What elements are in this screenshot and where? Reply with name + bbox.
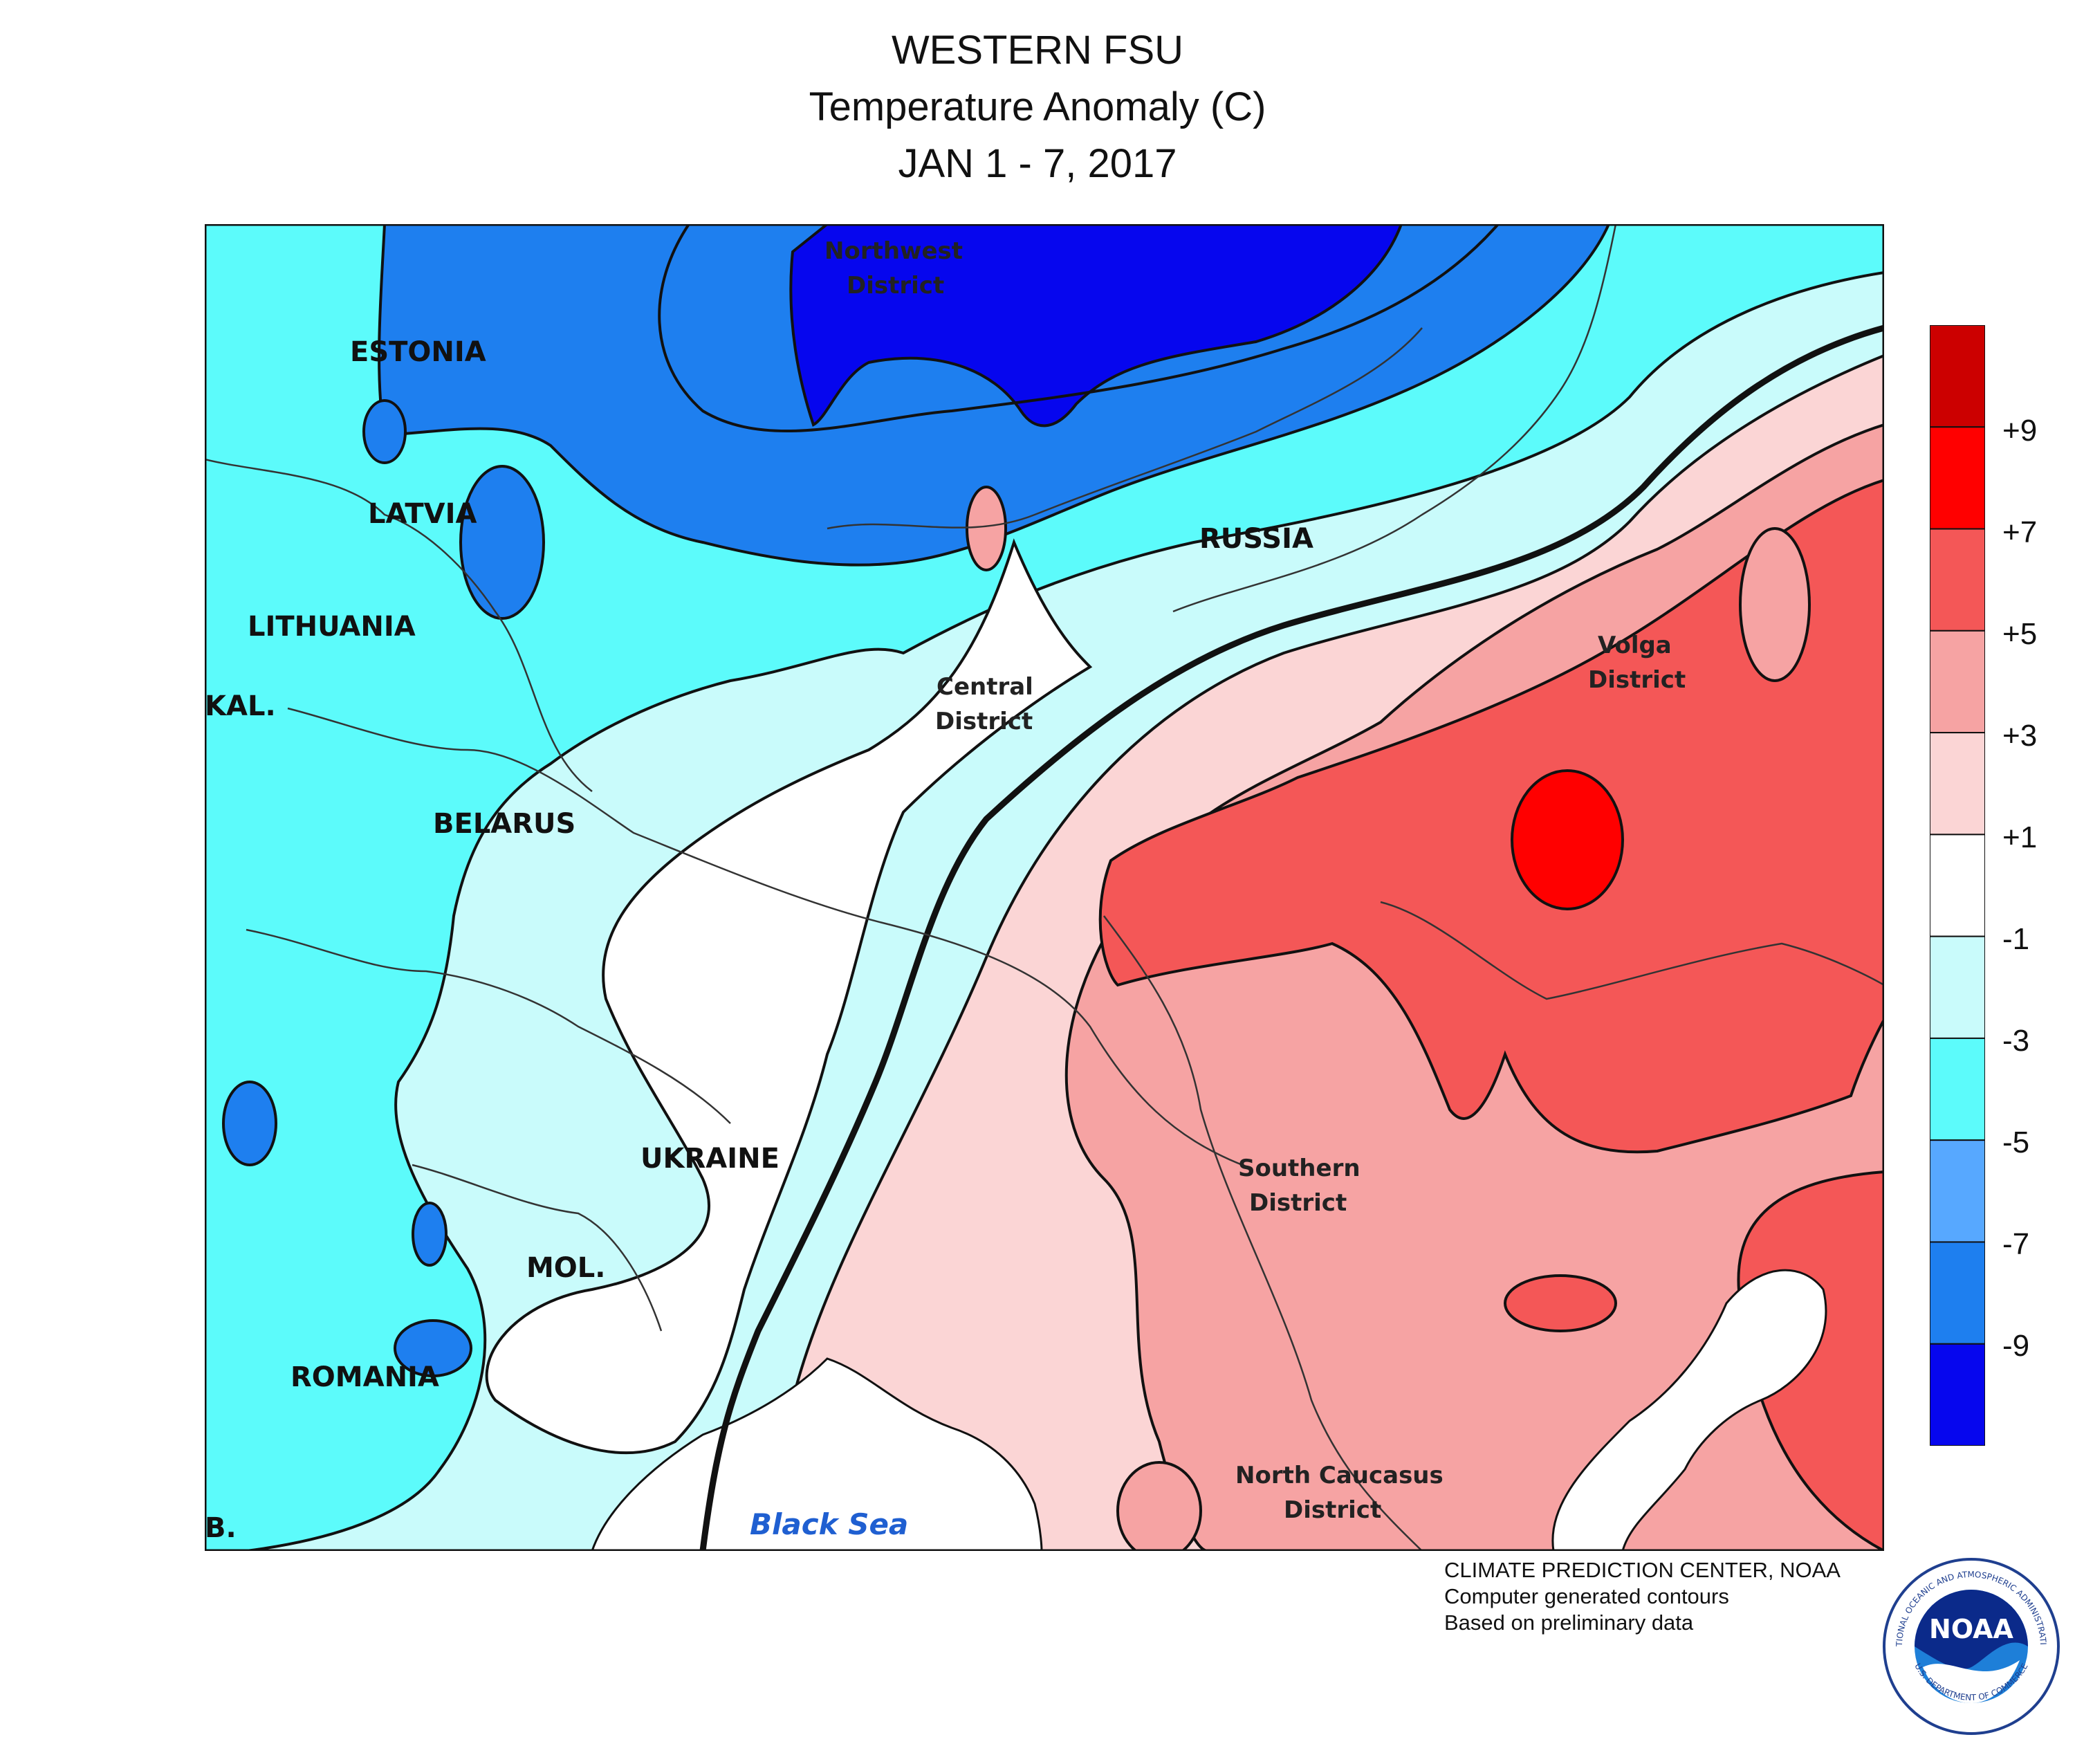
label-lithuania: LITHUANIA bbox=[248, 611, 416, 643]
legend-swatch bbox=[1930, 1241, 1985, 1345]
anomaly-band-minus1-plus1 bbox=[485, 538, 1093, 1455]
anomaly-blob-latvia bbox=[459, 465, 545, 620]
legend-tick-minus5: -5 bbox=[2002, 1126, 2030, 1159]
label-kaliningrad: KAL. bbox=[205, 690, 276, 722]
legend-swatch bbox=[1930, 630, 1985, 734]
legend-tick-plus7: +7 bbox=[2002, 515, 2038, 549]
credit-preliminary: Based on preliminary data bbox=[1444, 1610, 1694, 1635]
legend-tick-minus1: -1 bbox=[2002, 922, 2030, 956]
map-title: WESTERN FSU bbox=[891, 28, 1184, 73]
legend-swatch bbox=[1930, 732, 1985, 836]
legend-tick-plus9: +9 bbox=[2002, 414, 2038, 448]
legend-swatch bbox=[1930, 426, 1985, 530]
map-date-range: JAN 1 - 7, 2017 bbox=[898, 141, 1177, 186]
map-subtitle: Temperature Anomaly (C) bbox=[809, 84, 1266, 129]
noaa-logo-text: NOAA bbox=[1929, 1614, 2013, 1644]
legend-tick-plus5: +5 bbox=[2002, 617, 2038, 651]
anomaly-band-minus5-minus3 bbox=[205, 224, 1884, 1551]
label-bulgaria: B. bbox=[205, 1512, 237, 1544]
label-belarus: BELARUS bbox=[433, 808, 575, 840]
temperature-anomaly-map: ESTONIA LATVIA LITHUANIA KAL. BELARUS UK… bbox=[205, 224, 1884, 1551]
caspian-sea bbox=[1551, 1269, 1827, 1551]
country-borders bbox=[205, 224, 1884, 1551]
legend-swatch bbox=[1930, 1343, 1985, 1446]
label-northwest-district-2: District bbox=[847, 272, 944, 300]
credit-cpc: CLIMATE PREDICTION CENTER, NOAA bbox=[1444, 1558, 1841, 1582]
label-romania: ROMANIA bbox=[290, 1361, 439, 1393]
label-north-caucasus-district-2: District bbox=[1284, 1496, 1381, 1524]
legend-tick-minus7: -7 bbox=[2002, 1227, 2030, 1261]
anomaly-band-below-minus9 bbox=[789, 224, 1403, 428]
label-volga-district-2: District bbox=[1588, 666, 1686, 694]
legend-swatch bbox=[1930, 834, 1985, 937]
label-north-caucasus-district: North Caucasus bbox=[1235, 1462, 1444, 1489]
label-estonia: ESTONIA bbox=[350, 336, 486, 368]
label-ukraine: UKRAINE bbox=[640, 1143, 780, 1175]
label-southern-district: Southern bbox=[1238, 1155, 1361, 1182]
legend-swatch bbox=[1930, 935, 1985, 1039]
anomaly-band-plus7-plus9 bbox=[1511, 769, 1624, 910]
credit-contours: Computer generated contours bbox=[1444, 1584, 1729, 1608]
black-sea bbox=[591, 1357, 1043, 1551]
label-central-district: Central bbox=[937, 673, 1033, 701]
label-northwest-district: Northwest bbox=[824, 237, 963, 265]
legend-tick-minus3: -3 bbox=[2002, 1024, 2030, 1058]
legend-swatch bbox=[1930, 325, 1985, 428]
label-central-district-2: District bbox=[935, 708, 1033, 735]
label-russia: RUSSIA bbox=[1199, 523, 1313, 555]
label-latvia: LATVIA bbox=[368, 498, 477, 530]
legend-tick-plus1: +1 bbox=[2002, 820, 2038, 854]
color-legend bbox=[1930, 325, 1985, 1446]
label-southern-district-2: District bbox=[1249, 1189, 1347, 1217]
label-moldova: MOL. bbox=[526, 1252, 606, 1284]
legend-swatch bbox=[1930, 528, 1985, 632]
noaa-logo: NOAA NATIONAL OCEANIC AND ATMOSPHERIC AD… bbox=[1881, 1556, 2060, 1735]
legend-swatch bbox=[1930, 1037, 1985, 1141]
anomaly-band-plus5-plus7 bbox=[1098, 478, 1884, 1154]
label-black-sea: Black Sea bbox=[750, 1507, 908, 1541]
legend-tick-minus9: -9 bbox=[2002, 1329, 2030, 1363]
legend-tick-plus3: +3 bbox=[2002, 719, 2038, 753]
legend-swatch bbox=[1930, 1139, 1985, 1243]
label-volga-district: Volga bbox=[1598, 632, 1672, 659]
